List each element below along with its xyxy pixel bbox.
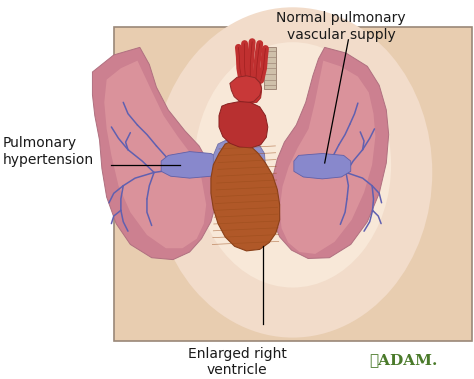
Polygon shape	[241, 79, 262, 103]
Text: Pulmonary
hypertension: Pulmonary hypertension	[2, 136, 93, 167]
Polygon shape	[264, 47, 276, 89]
Text: ★ADAM.: ★ADAM.	[370, 354, 438, 368]
Polygon shape	[161, 152, 222, 178]
Ellipse shape	[153, 7, 432, 338]
Text: Enlarged right
ventricle: Enlarged right ventricle	[188, 347, 286, 377]
Polygon shape	[213, 137, 265, 191]
Polygon shape	[92, 47, 216, 260]
Polygon shape	[280, 61, 375, 254]
Polygon shape	[294, 153, 351, 179]
Ellipse shape	[194, 42, 391, 288]
Polygon shape	[230, 76, 262, 103]
Polygon shape	[219, 102, 268, 148]
Polygon shape	[270, 47, 389, 258]
Polygon shape	[104, 61, 206, 248]
Bar	[114, 27, 472, 341]
Polygon shape	[211, 141, 280, 251]
Text: Normal pulmonary
vascular supply: Normal pulmonary vascular supply	[276, 11, 406, 42]
